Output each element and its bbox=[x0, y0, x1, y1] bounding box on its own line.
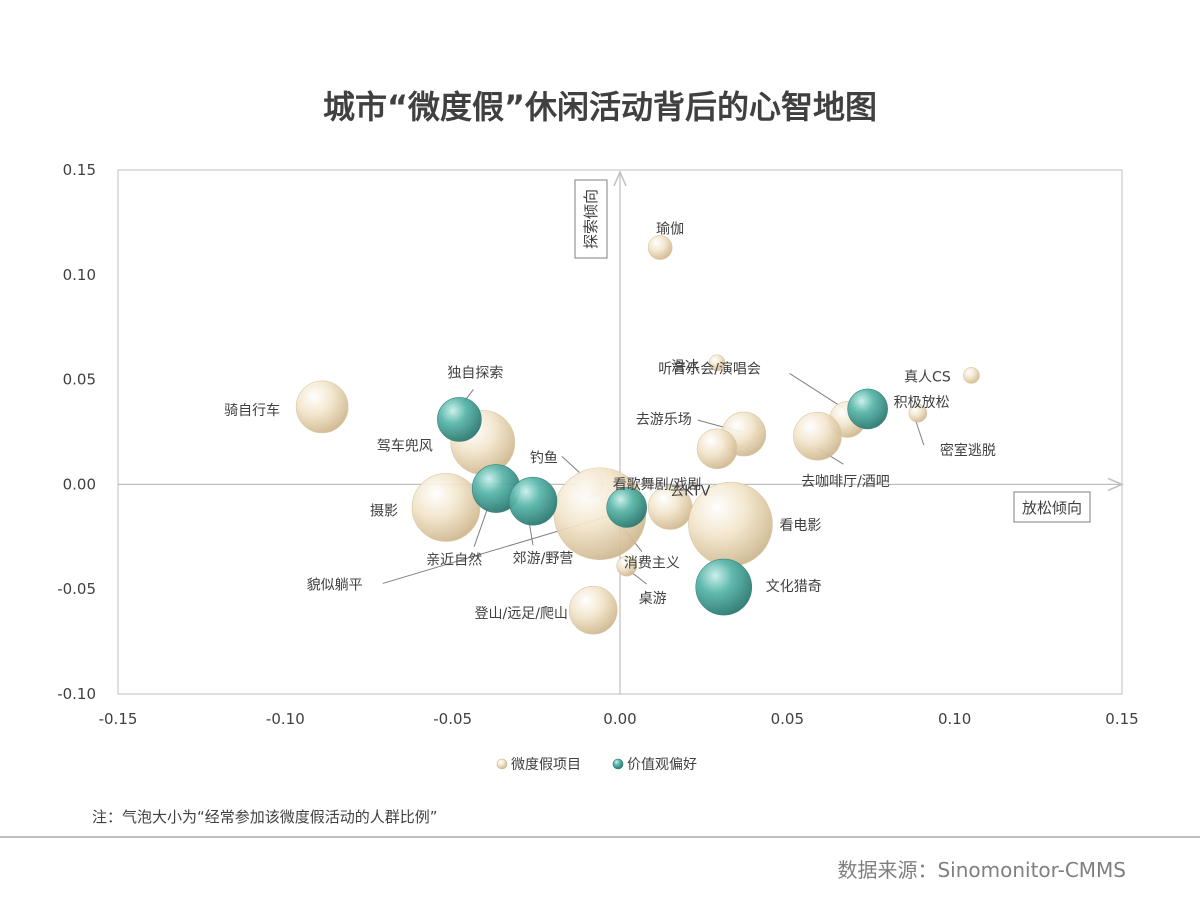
bubble-label: 去KTV bbox=[670, 483, 711, 499]
legend-marker bbox=[612, 758, 624, 770]
relax-tendency-annotation: 放松倾向 bbox=[1013, 491, 1091, 523]
x-tick-label: -0.05 bbox=[433, 710, 472, 728]
y-tick-label: -0.10 bbox=[57, 685, 96, 703]
legend-label: 价值观偏好 bbox=[627, 757, 697, 773]
x-tick-label: -0.10 bbox=[266, 710, 305, 728]
arrow-right-icon bbox=[1107, 477, 1124, 492]
bubble-label: 积极放松 bbox=[894, 395, 950, 411]
value-bubble bbox=[508, 476, 558, 526]
bubble-label: 消费主义 bbox=[624, 556, 680, 572]
bubble-label: 去游乐场 bbox=[636, 412, 692, 428]
project-bubble bbox=[908, 403, 928, 423]
explore-tendency-label: 探索倾向 bbox=[582, 189, 600, 249]
x-tick-label: 0.10 bbox=[938, 710, 971, 728]
bubble-label: 桌游 bbox=[639, 591, 667, 607]
chart-title: 城市“微度假”休闲活动背后的心智地图 bbox=[322, 88, 878, 126]
y-tick-label: 0.15 bbox=[63, 161, 96, 179]
relax-tendency-label: 放松倾向 bbox=[1022, 499, 1082, 517]
bubble-label: 看歌舞剧/戏剧 bbox=[613, 477, 702, 493]
project-bubble bbox=[295, 380, 349, 434]
bubble-label: 郊游/野营 bbox=[513, 550, 574, 567]
bubble-label: 去咖啡厅/酒吧 bbox=[801, 474, 890, 490]
project-bubble bbox=[708, 354, 726, 372]
bubble-label: 文化猎奇 bbox=[766, 578, 822, 595]
bubble-label: 登山/远足/爬山 bbox=[475, 606, 568, 622]
project-bubble bbox=[568, 585, 618, 635]
bubble-label: 钓鱼 bbox=[530, 449, 558, 466]
arrow-up-icon bbox=[613, 170, 627, 187]
project-bubble bbox=[793, 411, 842, 461]
legend-marker bbox=[496, 758, 508, 770]
bubble-label: 看电影 bbox=[779, 518, 821, 534]
project-bubble bbox=[616, 555, 637, 577]
value-bubble bbox=[437, 397, 482, 442]
x-tick-label: 0.00 bbox=[603, 710, 636, 728]
bubble-label: 骑自行车 bbox=[224, 402, 280, 419]
value-bubble bbox=[606, 487, 647, 528]
explore-tendency-box bbox=[574, 179, 608, 259]
y-tick-label: -0.05 bbox=[57, 580, 96, 598]
legend-item: 微度假项目 bbox=[496, 757, 581, 773]
project-bubble bbox=[411, 473, 481, 542]
relax-tendency-box bbox=[1013, 491, 1091, 523]
data-source: 数据来源：Sinomonitor-CMMS bbox=[837, 858, 1126, 882]
bubble-label: 摄影 bbox=[370, 503, 398, 519]
footnote: 注：气泡大小为“经常参加该微度假活动的人群比例” bbox=[92, 808, 438, 826]
bubble-label: 瑜伽 bbox=[656, 222, 684, 238]
bubble-label: 亲近自然 bbox=[426, 552, 482, 569]
bubble-label: 独自探索 bbox=[447, 364, 503, 381]
value-bubble bbox=[847, 388, 888, 430]
value-bubble bbox=[695, 558, 753, 616]
legend-item: 价值观偏好 bbox=[612, 757, 697, 773]
divider bbox=[0, 836, 1200, 838]
x-tick-label: -0.15 bbox=[99, 710, 138, 728]
explore-tendency-annotation: 探索倾向 bbox=[574, 179, 608, 259]
leader-line bbox=[473, 506, 489, 547]
bubble-label: 驾车兜风 bbox=[377, 437, 433, 454]
project-bubble bbox=[696, 428, 738, 470]
bubble-label: 真人CS bbox=[904, 369, 951, 385]
project-bubble bbox=[963, 367, 980, 384]
x-tick-label: 0.15 bbox=[1105, 710, 1138, 728]
x-tick-label: 0.05 bbox=[771, 710, 804, 728]
legend-label: 微度假项目 bbox=[511, 757, 581, 773]
bubble-label: 貌似躺平 bbox=[307, 577, 363, 593]
bubble-label: 密室逃脱 bbox=[940, 442, 996, 459]
bubble-label: 听音乐会/演唱会 bbox=[658, 360, 761, 377]
y-tick-label: 0.05 bbox=[63, 371, 96, 389]
y-tick-label: 0.10 bbox=[63, 266, 96, 284]
bubble-label: 滑冰 bbox=[671, 358, 699, 375]
y-tick-label: 0.00 bbox=[63, 475, 96, 493]
leader-line bbox=[789, 373, 846, 410]
project-bubble bbox=[647, 235, 673, 260]
leader-line bbox=[915, 420, 925, 446]
